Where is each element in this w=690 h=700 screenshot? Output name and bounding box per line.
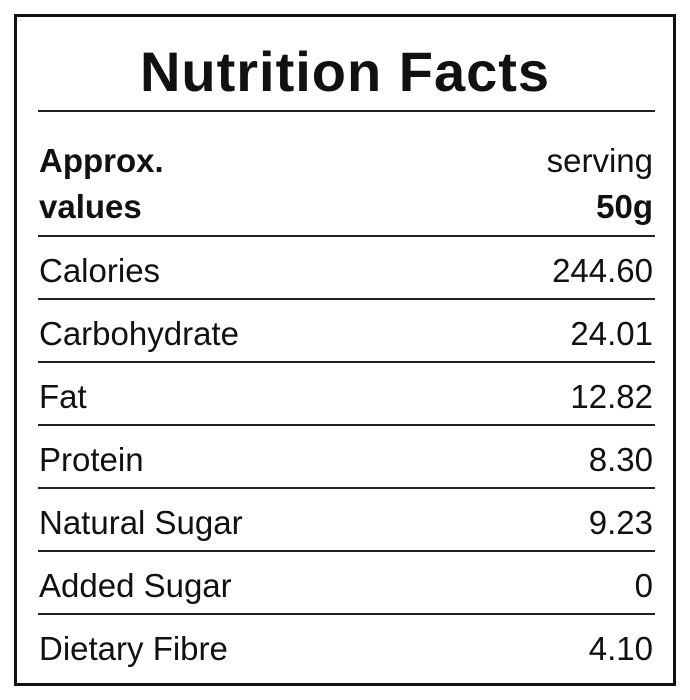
nutrient-name: Protein xyxy=(39,441,144,478)
nutrient-value: 12.82 xyxy=(570,378,653,415)
divider xyxy=(38,110,655,112)
divider xyxy=(38,424,655,426)
divider xyxy=(38,550,655,552)
nutrient-name: Fat xyxy=(39,378,87,415)
nutrient-name: Carbohydrate xyxy=(39,315,239,352)
nutrient-value: 244.60 xyxy=(552,252,653,289)
nutrient-name: Dietary Fibre xyxy=(39,630,228,667)
divider xyxy=(38,298,655,300)
header-right: serving xyxy=(546,142,653,179)
divider xyxy=(38,361,655,363)
divider xyxy=(38,613,655,615)
title: Nutrition Facts xyxy=(139,40,551,103)
nutrient-name: Calories xyxy=(39,252,161,289)
divider xyxy=(38,487,655,489)
nutrient-value: 24.01 xyxy=(570,315,653,352)
nutrition-label: Nutrition Facts Approx. values serving 5… xyxy=(14,14,676,686)
divider xyxy=(38,235,655,237)
nutrient-name: Added Sugar xyxy=(39,567,232,604)
header-left: values xyxy=(39,188,142,225)
nutrient-value: 8.30 xyxy=(588,441,653,478)
header-left: Approx. xyxy=(39,142,164,179)
nutrient-name: Natural Sugar xyxy=(39,504,243,541)
nutrient-value: 9.23 xyxy=(588,504,653,541)
nutrient-value: 0 xyxy=(634,567,653,604)
header-right: 50g xyxy=(596,188,653,225)
nutrient-value: 4.10 xyxy=(588,630,653,667)
